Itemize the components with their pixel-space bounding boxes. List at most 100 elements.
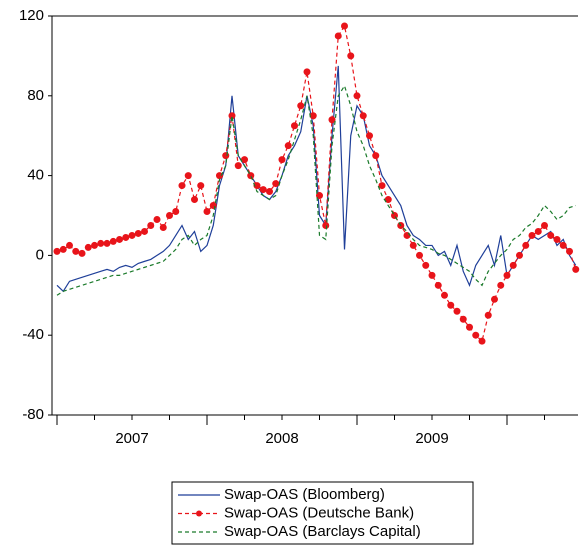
data-point xyxy=(572,265,580,273)
y-tick-label: -80 xyxy=(22,406,44,423)
data-point xyxy=(559,241,567,249)
data-point xyxy=(259,186,267,194)
data-point xyxy=(297,102,305,110)
data-point xyxy=(409,241,417,249)
data-point xyxy=(447,301,455,309)
data-point xyxy=(159,223,167,231)
data-point xyxy=(528,231,536,239)
x-tick-label: 2007 xyxy=(115,430,148,447)
data-point xyxy=(497,281,505,289)
data-point xyxy=(216,172,223,180)
data-point xyxy=(284,142,292,150)
data-point xyxy=(541,221,548,229)
data-point xyxy=(134,229,142,237)
data-point xyxy=(391,212,398,219)
data-point xyxy=(91,241,98,249)
data-point xyxy=(197,182,205,190)
y-tick-label: 0 xyxy=(36,246,44,263)
data-point xyxy=(247,172,255,180)
data-point xyxy=(328,116,336,124)
data-point xyxy=(472,331,480,339)
y-tick-label: 40 xyxy=(27,167,44,184)
data-point xyxy=(172,208,180,216)
data-point xyxy=(272,180,280,188)
data-point xyxy=(547,231,555,239)
data-point xyxy=(278,156,286,164)
data-point xyxy=(234,162,242,170)
data-point xyxy=(59,245,67,253)
x-tick-label: 2008 xyxy=(265,430,298,447)
legend-label: Swap-OAS (Barclays Capital) xyxy=(224,523,421,540)
y-tick-label: 120 xyxy=(19,7,44,24)
data-point xyxy=(422,261,430,269)
data-point xyxy=(428,271,436,279)
data-point xyxy=(309,112,317,120)
data-point xyxy=(372,152,380,160)
data-point xyxy=(322,221,330,229)
data-point xyxy=(366,132,373,140)
series-line xyxy=(56,65,577,293)
legend-marker xyxy=(196,510,202,517)
data-point xyxy=(466,323,473,331)
data-point xyxy=(503,271,511,279)
data-point xyxy=(253,182,261,190)
x-tick-label: 2009 xyxy=(415,430,448,447)
data-point xyxy=(103,239,111,247)
data-point xyxy=(153,215,161,223)
data-point xyxy=(84,243,92,251)
data-point xyxy=(128,231,136,239)
data-point xyxy=(122,233,130,241)
data-point xyxy=(484,311,492,319)
data-point xyxy=(341,22,348,30)
data-point xyxy=(334,32,342,40)
data-point xyxy=(353,92,361,100)
data-point xyxy=(316,192,323,200)
legend-label: Swap-OAS (Bloomberg) xyxy=(224,486,385,503)
series-line xyxy=(56,84,576,296)
data-point xyxy=(266,188,273,196)
data-point xyxy=(378,182,386,190)
data-point xyxy=(491,295,498,303)
data-point xyxy=(459,315,467,323)
y-tick-label: 80 xyxy=(27,87,44,104)
data-point xyxy=(516,251,523,259)
data-point xyxy=(359,112,367,120)
data-point xyxy=(53,247,61,255)
legend-box xyxy=(171,481,474,545)
data-point xyxy=(78,249,86,257)
data-point xyxy=(522,241,530,249)
data-point xyxy=(291,122,298,130)
data-point xyxy=(147,221,155,229)
data-point xyxy=(191,196,198,204)
data-point xyxy=(66,241,73,249)
data-point xyxy=(303,68,311,76)
legend-label: Swap-OAS (Deutsche Bank) xyxy=(224,504,414,521)
data-point xyxy=(109,237,117,245)
data-point xyxy=(434,281,442,289)
data-point xyxy=(184,172,192,180)
data-point xyxy=(203,208,211,216)
data-point xyxy=(116,235,123,243)
data-point xyxy=(97,239,105,247)
data-point xyxy=(534,227,542,235)
data-point xyxy=(72,247,80,255)
data-point xyxy=(416,251,423,259)
y-tick-label: -40 xyxy=(22,326,44,343)
data-point xyxy=(228,112,236,120)
data-point xyxy=(241,156,248,164)
data-point xyxy=(478,337,486,345)
data-point xyxy=(509,261,517,269)
data-point xyxy=(141,227,148,235)
data-point xyxy=(166,212,173,219)
data-point xyxy=(553,235,561,243)
data-point xyxy=(453,307,461,315)
data-point xyxy=(441,291,448,299)
data-point xyxy=(566,247,573,255)
data-point xyxy=(209,202,217,210)
data-point xyxy=(384,196,392,204)
data-point xyxy=(347,52,355,60)
data-point xyxy=(178,182,186,190)
data-point xyxy=(222,152,230,160)
